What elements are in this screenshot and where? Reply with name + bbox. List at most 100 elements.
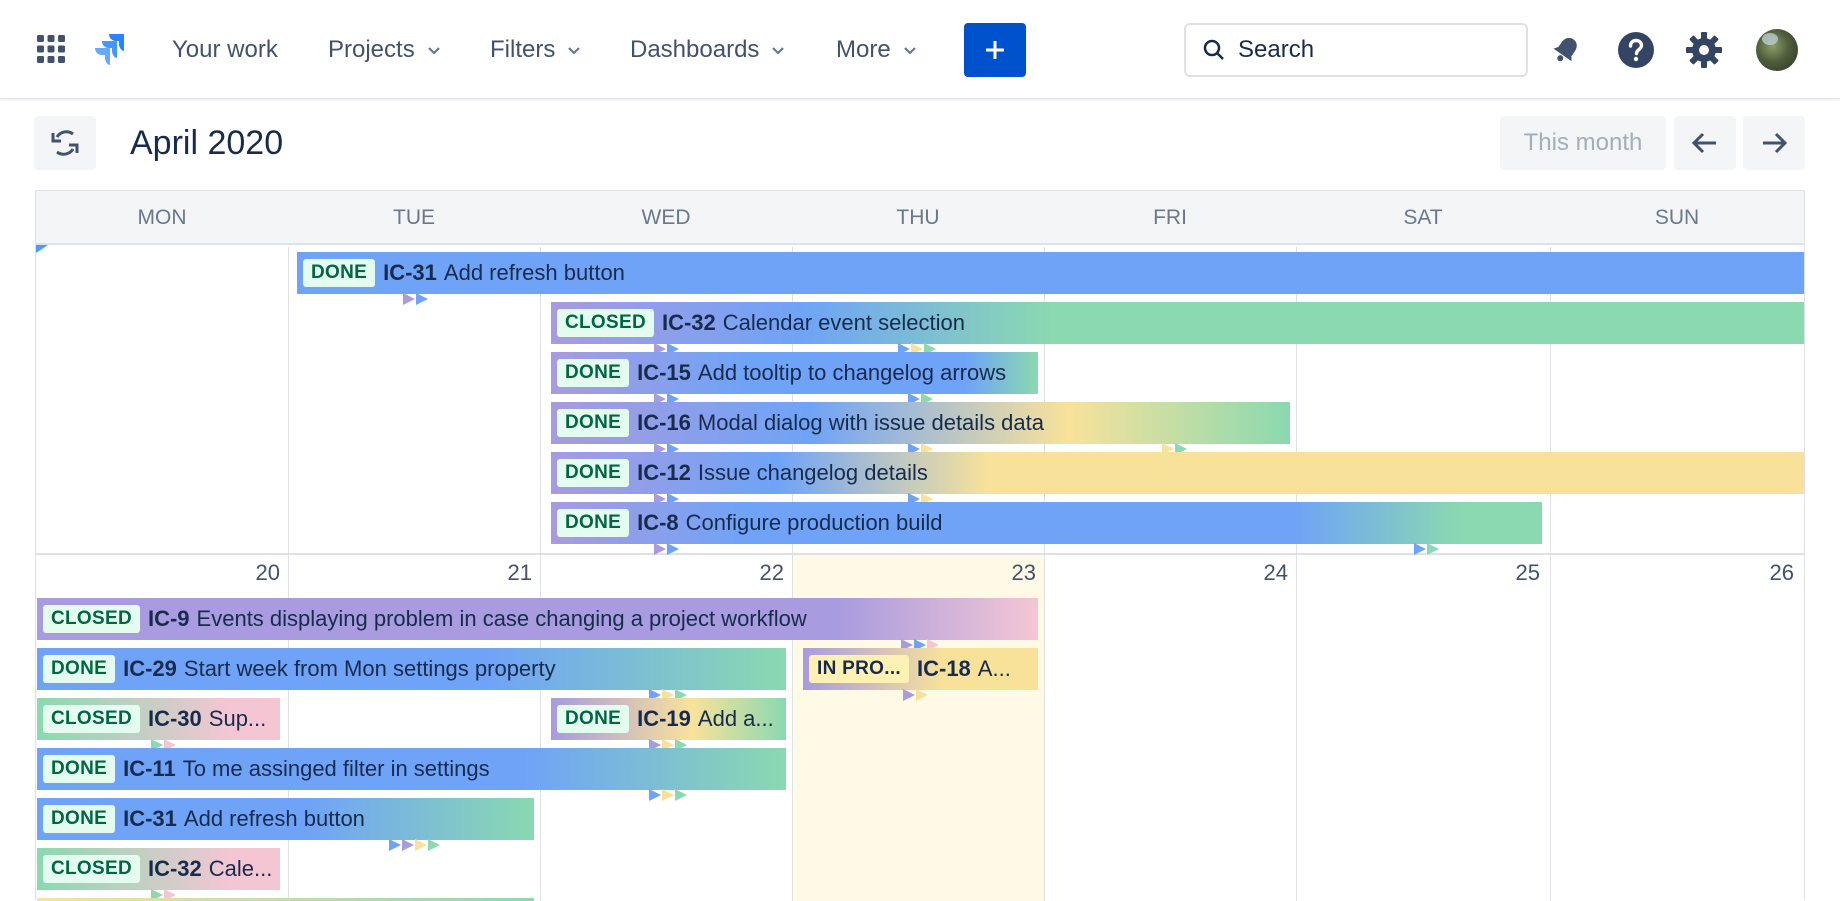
calendar-event[interactable]: DONE IC-31 Add refresh button xyxy=(297,252,1804,305)
calendar-event[interactable]: DONE IC-11 To me assinged filter in sett… xyxy=(37,748,786,801)
nav-projects[interactable]: Projects xyxy=(328,30,441,70)
grid-line xyxy=(288,247,289,901)
nav-dashboards-label: Dashboards xyxy=(630,36,760,63)
changelog-arrows xyxy=(903,689,929,701)
changelog-arrows xyxy=(1414,543,1440,555)
calendar-event[interactable]: DONE IC-29 Start week from Mon settings … xyxy=(37,648,786,701)
next-month-button[interactable] xyxy=(1743,116,1805,170)
top-navigation: Your work Projects Filters Dashboards Mo… xyxy=(0,0,1840,99)
plus-icon xyxy=(986,41,1004,59)
this-month-button[interactable]: This month xyxy=(1500,116,1666,170)
issue-summary: Add refresh button xyxy=(183,806,365,831)
apps-grid-icon[interactable] xyxy=(36,34,66,64)
weekday-label: SUN xyxy=(1654,206,1700,229)
status-lozenge: DONE xyxy=(557,509,630,537)
day-number: 25 xyxy=(1515,560,1540,585)
jira-logo-icon[interactable] xyxy=(92,32,126,66)
arrow-right-icon xyxy=(1763,132,1788,154)
nav-your-work[interactable]: Your work xyxy=(172,30,278,70)
day-number: 21 xyxy=(507,560,532,585)
chevron-down-icon xyxy=(772,47,785,55)
calendar-event[interactable]: DONE IC-16 Modal dialog with issue detai… xyxy=(551,402,1290,455)
calendar-event[interactable]: DONE IC-12 Issue changelog details xyxy=(551,452,1804,505)
nav-filters[interactable]: Filters xyxy=(490,30,581,70)
calendar-event[interactable]: CLOSED IC-30 Sup... xyxy=(37,698,280,751)
grid-line xyxy=(1296,247,1297,901)
search-input[interactable] xyxy=(1238,36,1508,64)
changelog-arrows xyxy=(649,789,688,801)
calendar-event[interactable]: CLOSED IC-9 Events displaying problem in… xyxy=(37,598,1038,651)
notifications-button[interactable] xyxy=(1546,30,1586,70)
calendar-event[interactable]: DONE IC-31 Add refresh button xyxy=(37,798,534,851)
chevron-down-icon xyxy=(427,47,440,55)
changelog-arrows xyxy=(654,543,680,555)
nav-more-label: More xyxy=(836,36,891,63)
gear-icon xyxy=(1686,32,1722,68)
nav-more[interactable]: More xyxy=(836,30,917,70)
issue-key: IC-19 xyxy=(637,706,691,731)
settings-button[interactable] xyxy=(1684,30,1724,70)
issue-summary: Events displaying problem in case changi… xyxy=(196,606,807,631)
calendar-event[interactable]: CLOSED IC-32 Cale... xyxy=(37,848,280,901)
calendar-event[interactable]: CLOSED IC-32 Calendar event selection xyxy=(551,302,1804,355)
issue-key: IC-18 xyxy=(917,656,971,681)
status-lozenge: DONE xyxy=(557,459,630,487)
calendar-event[interactable]: DONE IC-19 Add a... xyxy=(551,698,786,751)
corner-marker xyxy=(36,245,48,253)
help-button[interactable] xyxy=(1616,30,1656,70)
status-lozenge: DONE xyxy=(557,409,630,437)
changelog-arrows xyxy=(389,839,441,851)
issue-key: IC-16 xyxy=(637,410,691,435)
calendar-event[interactable]: DONE IC-8 Configure production build xyxy=(551,502,1542,555)
day-number: 24 xyxy=(1263,560,1288,585)
issue-summary: Configure production build xyxy=(685,510,943,535)
status-lozenge: DONE xyxy=(557,359,630,387)
issue-summary: To me assinged filter in settings xyxy=(182,756,490,781)
create-button[interactable] xyxy=(964,23,1026,77)
chevron-down-icon xyxy=(903,47,916,55)
help-icon xyxy=(1618,32,1654,68)
issue-summary: Modal dialog with issue details data xyxy=(697,410,1044,435)
status-lozenge: CLOSED xyxy=(43,605,140,633)
search-icon xyxy=(1203,39,1224,60)
status-lozenge: DONE xyxy=(557,705,630,733)
issue-summary: Add a... xyxy=(697,706,774,731)
issue-key: IC-32 xyxy=(661,310,716,335)
nav-projects-label: Projects xyxy=(328,36,415,63)
arrow-left-icon xyxy=(1691,132,1716,154)
issue-summary: Issue changelog details xyxy=(697,460,928,485)
day-number: 23 xyxy=(1011,560,1036,585)
issue-key: IC-8 xyxy=(637,510,679,535)
calendar-event[interactable]: IN PRO... IC-18 A... xyxy=(803,648,1038,701)
chevron-down-icon xyxy=(568,47,581,55)
status-lozenge: CLOSED xyxy=(43,855,140,883)
status-lozenge: IN PRO... xyxy=(809,655,909,683)
status-lozenge: DONE xyxy=(303,259,376,287)
issue-key: IC-9 xyxy=(147,606,190,631)
status-lozenge: DONE xyxy=(43,805,116,833)
issue-summary: Add tooltip to changelog arrows xyxy=(697,360,1007,385)
status-lozenge: CLOSED xyxy=(43,705,140,733)
issue-key: IC-32 xyxy=(147,856,202,881)
weekday-header: MON TUE WED THU FRI SAT SUN xyxy=(36,191,1804,245)
calendar-grid: MON TUE WED THU FRI SAT SUN 20 21 22 23 … xyxy=(35,190,1805,901)
day-number: 26 xyxy=(1769,560,1794,585)
changelog-arrows xyxy=(403,293,429,305)
issue-key: IC-30 xyxy=(147,706,202,731)
previous-month-button[interactable] xyxy=(1674,116,1736,170)
day-number: 20 xyxy=(255,560,280,585)
weekday-label: FRI xyxy=(1153,206,1187,229)
issue-summary: Sup... xyxy=(208,706,267,731)
calendar-event[interactable]: DONE IC-15 Add tooltip to changelog arro… xyxy=(551,352,1038,405)
grid-line xyxy=(540,247,541,901)
user-avatar[interactable] xyxy=(1756,29,1798,71)
nav-dashboards[interactable]: Dashboards xyxy=(630,30,785,70)
grid-line xyxy=(1550,247,1551,901)
grid-line xyxy=(792,247,793,901)
search-field[interactable] xyxy=(1184,23,1528,77)
grid-line xyxy=(1044,247,1045,901)
refresh-button[interactable] xyxy=(34,116,96,170)
weekday-label: TUE xyxy=(393,206,435,229)
nav-your-work-label: Your work xyxy=(172,36,278,63)
status-lozenge: DONE xyxy=(43,655,116,683)
